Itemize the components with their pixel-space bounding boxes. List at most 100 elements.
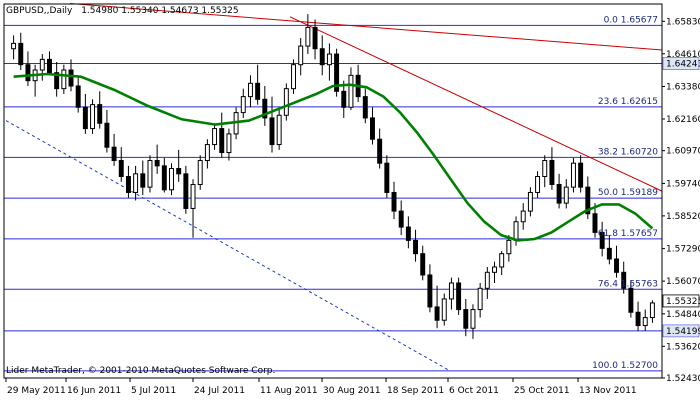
candle-body <box>247 82 253 98</box>
x-tick-label-0: 29 May 2011 <box>7 386 66 396</box>
candle-body <box>384 162 390 193</box>
x-tick-label-3: 24 Jul 2011 <box>194 386 245 396</box>
candle-body <box>125 175 131 193</box>
upper-trendline <box>69 2 663 51</box>
candle-body <box>25 64 31 82</box>
y-tick-label-1: 1.64610 <box>666 50 700 60</box>
y-tick-label-4: 1.60970 <box>666 147 700 157</box>
current-price-tag <box>662 294 700 308</box>
candle-body <box>578 162 584 188</box>
dashed-support-line <box>5 120 451 372</box>
fib-label-4: 61.8 1.57657 <box>598 229 658 239</box>
candle-body <box>176 168 182 175</box>
candle-body <box>183 173 189 209</box>
candle-body <box>18 42 24 66</box>
candle-body <box>563 186 569 204</box>
candle-body <box>470 309 476 329</box>
y-tick-label-10: 1.53620 <box>666 342 700 352</box>
candle-body <box>585 186 591 215</box>
candle-body <box>592 213 598 233</box>
time-axis: 29 May 2011 16 Jun 2011 5 Jul 2011 24 Jul 2… <box>5 378 637 396</box>
candle-body <box>226 133 232 154</box>
candle-body <box>104 122 110 148</box>
candle-body <box>621 271 627 289</box>
candle-body <box>348 74 354 108</box>
candle-body <box>362 96 368 119</box>
candle-body <box>326 53 332 66</box>
candle-body <box>190 183 196 209</box>
level-tag-0 <box>662 57 700 70</box>
ohlc-readout: 1.54980 1.55340 1.54673 1.55325 <box>81 6 238 16</box>
candle-body <box>434 306 440 321</box>
fib-label-layer: 0.0 1.65677 23.6 1.62615 38.2 1.60720 50.0 … <box>592 15 658 370</box>
candle-body <box>197 160 203 185</box>
x-tick-label-9: 13 Nov 2011 <box>579 386 637 396</box>
symbol-header: GBPUSD,,Daily 1.54980 1.55340 1.54673 1.… <box>6 6 239 16</box>
candle-body <box>54 72 60 90</box>
candle-body <box>319 48 325 66</box>
y-tick-label-2: 1.63380 <box>666 83 700 93</box>
level-tag-text-0: 1.64243 <box>666 60 700 70</box>
y-tick-label-7: 1.57290 <box>666 245 700 255</box>
fib-label-6: 100.0 1.52700 <box>592 361 658 371</box>
candle-body <box>283 88 289 116</box>
candle-body <box>298 45 304 66</box>
candle-body <box>312 26 318 50</box>
y-tick-label-8: 1.56070 <box>666 277 700 287</box>
candle-body <box>269 117 275 146</box>
candle-body <box>427 274 433 308</box>
candle-body <box>47 58 52 74</box>
candle-body <box>527 191 533 212</box>
candle-body <box>262 98 268 119</box>
x-tick-label-6: 18 Sep 2011 <box>387 386 444 396</box>
falling-trendline <box>289 16 663 192</box>
candle-body <box>642 317 648 327</box>
candle-body <box>97 104 103 124</box>
candle-body <box>506 239 512 255</box>
x-tick-label-2: 5 Jul 2011 <box>131 386 176 396</box>
candle-body <box>169 168 174 191</box>
candle-body <box>90 104 96 130</box>
candle-body <box>147 160 153 188</box>
candle-body <box>75 85 81 108</box>
candle-body <box>161 165 167 191</box>
candle-body <box>291 64 296 90</box>
candle-body <box>111 146 117 162</box>
candle-body <box>484 271 490 289</box>
price-axis: 1.64243 1.54199 1.65830 1.64610 1.63380 1.621… <box>662 17 700 384</box>
candle-body <box>68 69 74 87</box>
level-tag-text-1: 1.54199 <box>666 327 700 337</box>
candle-body <box>492 266 497 273</box>
x-tick-label-4: 11 Aug 2011 <box>260 386 318 396</box>
fib-label-5: 76.4 1.55763 <box>598 279 658 289</box>
candle-body <box>463 309 469 329</box>
moving-average-layer <box>13 72 654 242</box>
candle-body <box>398 210 404 228</box>
candle-body <box>334 53 340 92</box>
candle-body <box>513 221 519 241</box>
candle-body <box>556 183 562 204</box>
candle-body <box>82 106 88 130</box>
copyright-footer: Lider MetaTrader, © 2001-2010 MetaQuotes… <box>6 366 275 376</box>
fib-label-0: 0.0 1.65677 <box>604 15 658 25</box>
candle-body <box>599 231 605 249</box>
y-tick-label-6: 1.58520 <box>666 212 700 222</box>
current-price-text: 1.55325 <box>666 297 700 307</box>
candle-body <box>649 302 655 319</box>
candle-body <box>140 173 146 188</box>
candle-body <box>520 210 526 223</box>
candle-body <box>391 191 397 212</box>
candle-body <box>276 114 282 146</box>
candle-body <box>212 128 218 146</box>
candle-body <box>61 69 67 90</box>
candle-body <box>240 96 246 114</box>
candle-body <box>456 282 462 311</box>
candle-body <box>420 253 426 276</box>
candle-body <box>219 128 225 154</box>
candle-body <box>305 26 311 47</box>
y-tick-label-9: 1.54840 <box>666 310 700 320</box>
candle-body <box>448 282 454 300</box>
x-tick-label-7: 6 Oct 2011 <box>449 386 499 396</box>
x-tick-label-5: 30 Aug 2011 <box>323 386 381 396</box>
